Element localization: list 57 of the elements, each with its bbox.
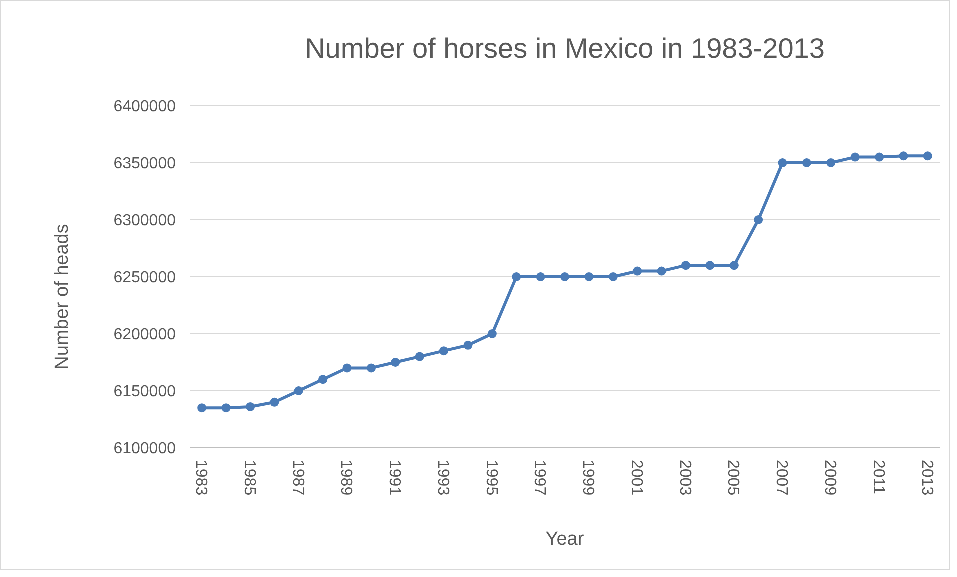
x-tick-label: 1999 <box>580 460 597 496</box>
point <box>778 158 788 168</box>
point <box>850 152 860 162</box>
point <box>681 261 690 270</box>
point <box>294 386 304 396</box>
point <box>826 158 836 168</box>
x-tick-label: 1991 <box>386 460 404 496</box>
point <box>391 358 400 367</box>
x-tick-label: 1993 <box>434 460 452 496</box>
point <box>318 375 328 384</box>
y-tick-label: 6200000 <box>114 326 176 344</box>
point <box>875 152 884 162</box>
point <box>440 346 449 356</box>
point <box>706 261 715 270</box>
x-tick-label: 1985 <box>240 460 258 496</box>
point <box>923 152 932 161</box>
x-tick-label: 2003 <box>676 460 694 496</box>
x-tick-label: 2005 <box>724 460 742 496</box>
point <box>512 272 522 282</box>
point <box>560 272 570 282</box>
x-tick-label: 1995 <box>482 460 500 496</box>
point <box>222 404 231 413</box>
point <box>270 398 280 407</box>
point <box>536 272 546 282</box>
chart-title: Number of horses in Mexico in 1983-2013 <box>305 33 825 64</box>
y-tick-label: 6400000 <box>114 98 176 116</box>
point <box>198 404 207 413</box>
y-tick-label: 6100000 <box>114 440 176 458</box>
y-axis-title: Number of heads <box>52 224 73 370</box>
point <box>488 330 497 338</box>
point <box>246 402 255 412</box>
point <box>584 272 594 282</box>
y-tick-label: 6300000 <box>114 212 176 230</box>
x-tick-label: 2011 <box>870 460 887 495</box>
point <box>730 261 739 270</box>
x-tick-label: 2007 <box>773 460 790 496</box>
x-tick-label: 1987 <box>289 460 306 496</box>
x-tick-label: 1997 <box>531 460 548 496</box>
point <box>415 352 424 362</box>
point <box>464 340 473 350</box>
point <box>633 266 642 276</box>
x-tick-label: 1989 <box>338 460 355 496</box>
point <box>657 266 666 276</box>
x-tick-label: 2013 <box>918 460 936 496</box>
point <box>754 216 764 224</box>
x-tick-label: 2001 <box>628 460 645 496</box>
y-tick-label: 6250000 <box>114 270 176 287</box>
x-tick-label: 2009 <box>822 460 839 496</box>
x-axis-title: Year <box>546 529 585 550</box>
y-tick-label: 6350000 <box>114 156 176 173</box>
point <box>342 364 352 373</box>
point <box>802 158 812 168</box>
point <box>366 364 376 373</box>
point <box>899 152 908 161</box>
point <box>608 272 618 282</box>
y-tick-label: 6150000 <box>114 384 176 401</box>
x-tick-label: 1983 <box>192 460 210 496</box>
